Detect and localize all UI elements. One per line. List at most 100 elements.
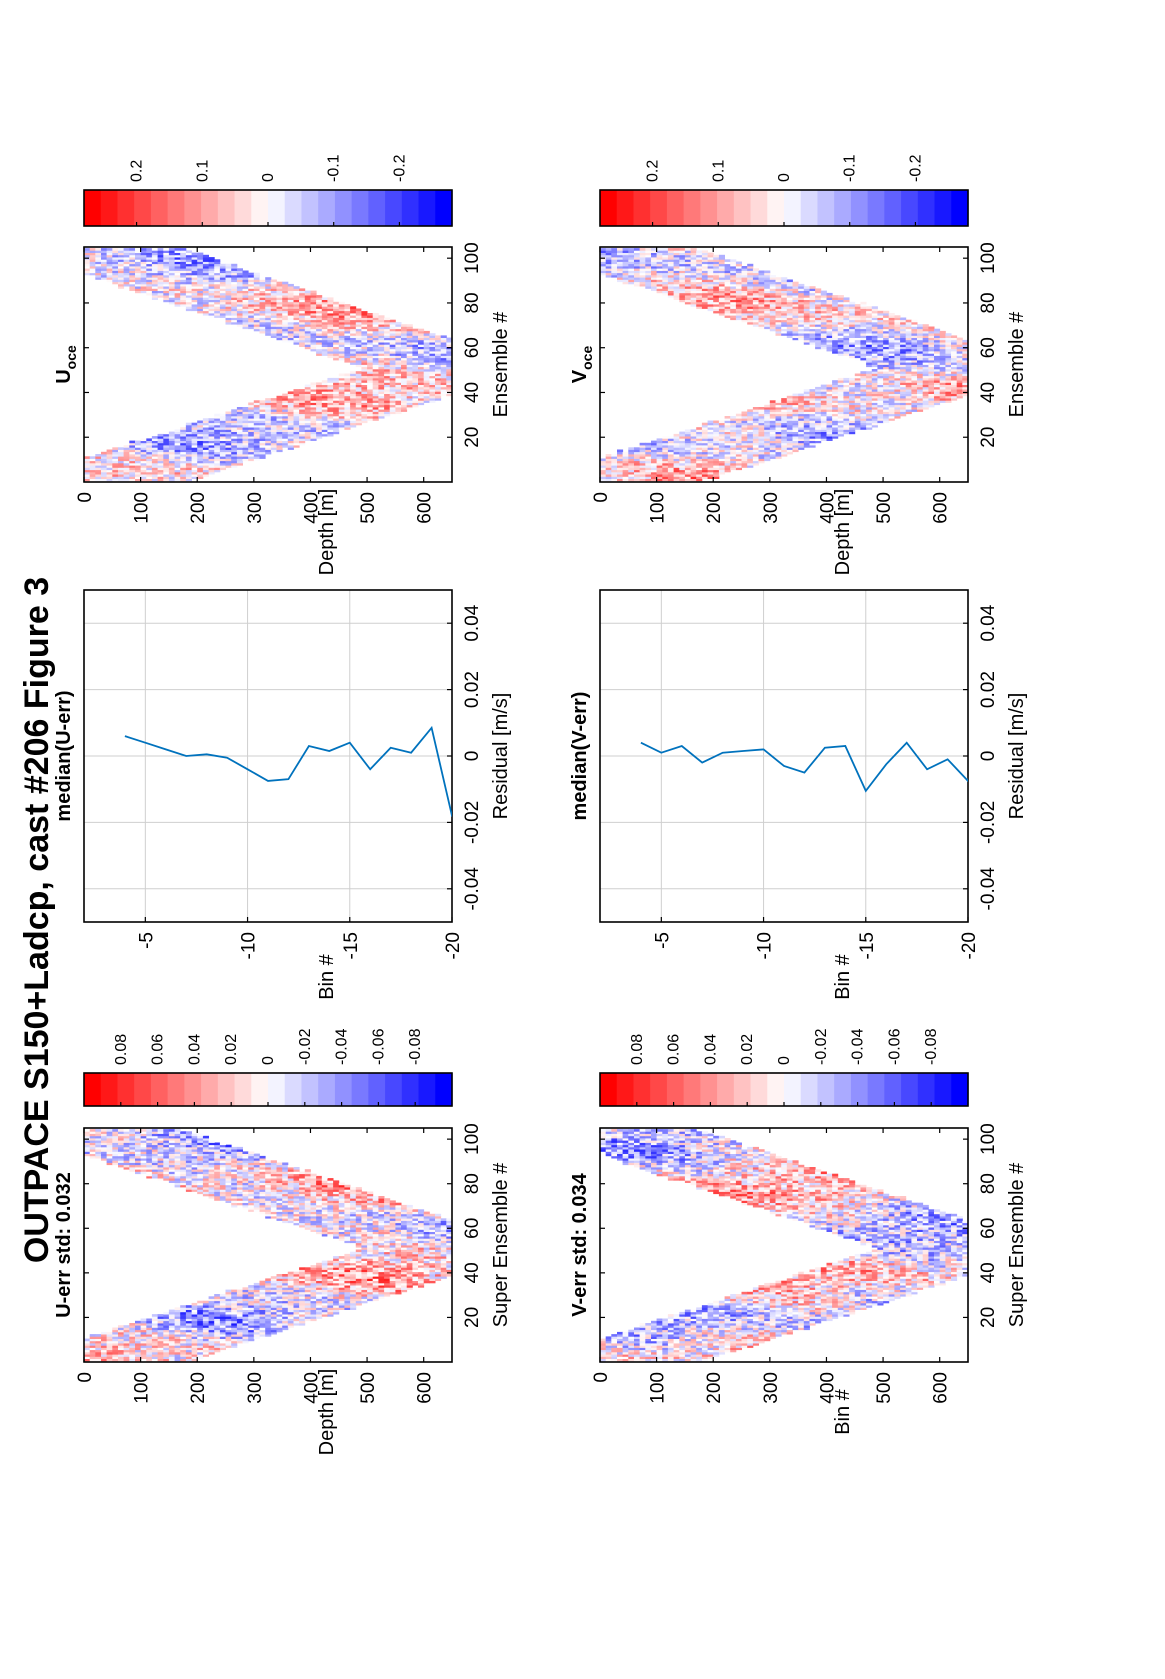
heatmap-cell xyxy=(435,344,442,347)
heatmap-cell xyxy=(214,451,221,455)
heatmap-cell xyxy=(248,1160,255,1163)
heatmap-cell xyxy=(378,357,385,361)
heatmap-cell xyxy=(174,1336,181,1339)
heatmap-cell xyxy=(406,335,413,338)
heatmap-cell xyxy=(355,1211,362,1215)
heatmap-cell xyxy=(202,1138,209,1141)
heatmap-cell xyxy=(219,413,226,417)
heatmap-cell xyxy=(440,355,447,359)
heatmap-cell xyxy=(168,1151,175,1154)
heatmap-cell xyxy=(316,1271,323,1275)
heatmap-cell xyxy=(304,1200,311,1203)
heatmap-cell xyxy=(95,1347,102,1351)
heatmap-cell xyxy=(327,429,334,432)
heatmap-cell xyxy=(435,364,442,368)
heatmap-cell xyxy=(191,1155,198,1159)
heatmap-cell xyxy=(361,346,368,350)
heatmap-cell xyxy=(270,1314,277,1317)
heatmap-cell xyxy=(225,1160,232,1163)
heatmap-cell xyxy=(129,1338,136,1342)
heatmap-cell xyxy=(327,427,334,430)
heatmap-cell xyxy=(168,463,175,466)
heatmap-cell xyxy=(168,438,175,441)
heatmap-cell xyxy=(248,1182,255,1186)
heatmap-cell xyxy=(202,1193,209,1197)
heatmap-cell xyxy=(208,1318,215,1322)
heatmap-cell xyxy=(401,375,408,379)
heatmap-cell xyxy=(191,474,198,477)
heatmap-cell xyxy=(293,1274,300,1277)
heatmap-cell xyxy=(84,463,91,466)
heatmap-cell xyxy=(180,471,187,475)
heatmap-cell xyxy=(401,362,408,365)
heatmap-cell xyxy=(327,418,334,421)
heatmap-cell xyxy=(435,348,442,352)
heatmap-cell xyxy=(225,1318,232,1322)
heatmap-cell xyxy=(231,1302,238,1306)
heatmap-cell xyxy=(163,1129,170,1132)
heatmap-cell xyxy=(265,1334,272,1337)
heatmap-cell xyxy=(231,1187,238,1190)
heatmap-cell xyxy=(112,1340,119,1344)
heatmap-cell xyxy=(197,1191,204,1195)
heatmap-cell xyxy=(406,353,413,356)
heatmap-cell xyxy=(287,1320,294,1324)
heatmap-cell xyxy=(202,1307,209,1310)
heatmap-cell xyxy=(276,1216,283,1219)
heatmap-cell xyxy=(423,1224,430,1228)
heatmap-cell xyxy=(253,431,260,435)
heatmap-cell xyxy=(367,1260,374,1264)
heatmap-cell xyxy=(316,353,323,356)
heatmap-cell xyxy=(168,467,175,471)
heatmap-cell xyxy=(231,1164,238,1168)
heatmap-cell xyxy=(191,1327,198,1331)
heatmap-cell xyxy=(440,1245,447,1248)
heatmap-cell xyxy=(214,1171,221,1175)
heatmap-cell xyxy=(112,1146,119,1150)
heatmap-cell xyxy=(123,1345,130,1348)
heatmap-cell xyxy=(168,478,175,482)
heatmap-cell xyxy=(118,1352,125,1355)
heatmap-cell xyxy=(333,431,340,435)
heatmap-cell xyxy=(440,380,447,383)
heatmap-cell xyxy=(333,1224,340,1228)
heatmap-cell xyxy=(367,326,374,330)
heatmap-cell xyxy=(135,1352,142,1355)
heatmap-cell xyxy=(304,411,311,415)
heatmap-cell xyxy=(140,1164,147,1168)
heatmap-cell xyxy=(112,1329,119,1333)
heatmap-cell xyxy=(361,1216,368,1219)
heatmap-cell xyxy=(225,1196,232,1199)
heatmap-cell xyxy=(299,1196,306,1199)
heatmap-cell xyxy=(248,1187,255,1190)
heatmap-cell xyxy=(350,413,357,417)
heatmap-cell xyxy=(276,1175,283,1179)
heatmap-cell xyxy=(259,1314,266,1317)
heatmap-cell xyxy=(316,1178,323,1181)
heatmap-cell xyxy=(429,1213,436,1217)
heatmap-cell xyxy=(146,1173,153,1177)
heatmap-cell xyxy=(316,1191,323,1195)
heatmap-cell xyxy=(282,1285,289,1288)
heatmap-cell xyxy=(429,1233,436,1237)
heatmap-cell xyxy=(185,438,192,441)
heatmap-cell xyxy=(253,427,260,430)
heatmap-cell xyxy=(350,1213,357,1217)
heatmap-cell xyxy=(361,342,368,345)
heatmap-cell xyxy=(344,344,351,347)
heatmap-cell xyxy=(350,382,357,385)
heatmap-cell xyxy=(384,1253,391,1257)
heatmap-cell xyxy=(112,1331,119,1335)
heatmap-cell xyxy=(440,391,447,394)
heatmap-cell xyxy=(384,333,391,336)
heatmap-cell xyxy=(129,467,136,471)
heatmap-cell xyxy=(163,478,170,482)
heatmap-cell xyxy=(84,458,91,462)
heatmap-cell xyxy=(316,420,323,424)
heatmap-cell xyxy=(242,1200,249,1203)
heatmap-cell xyxy=(327,1302,334,1306)
heatmap-cell xyxy=(265,427,272,430)
heatmap-cell xyxy=(435,353,442,356)
heatmap-cell xyxy=(84,1358,91,1362)
heatmap-cell xyxy=(140,1146,147,1150)
